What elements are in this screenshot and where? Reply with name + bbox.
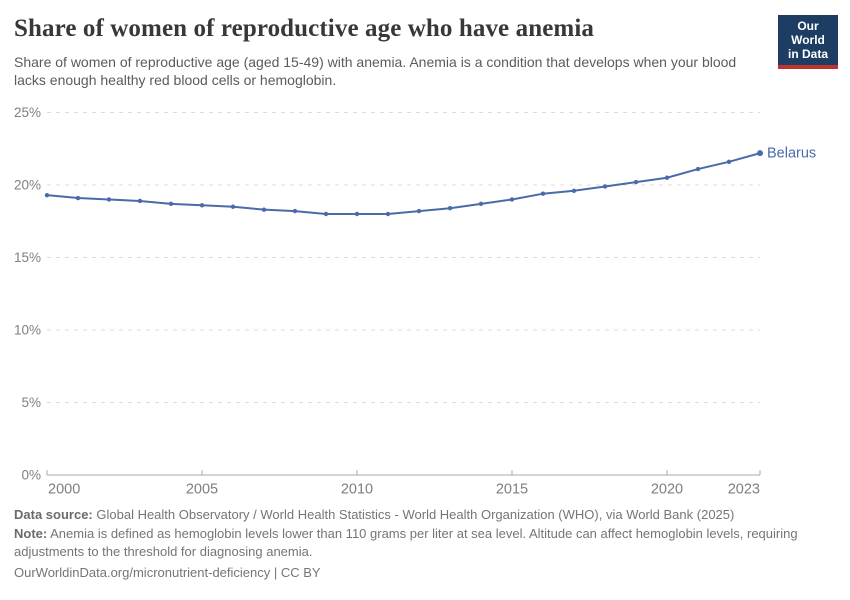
data-point — [168, 201, 174, 207]
x-axis-label: 2015 — [496, 482, 528, 498]
y-axis-label: 0% — [21, 468, 41, 483]
note-text: Anemia is defined as hemoglobin levels l… — [14, 526, 798, 559]
owid-logo: Our World in Data — [778, 15, 838, 69]
data-point — [106, 197, 112, 202]
data-point — [292, 208, 298, 214]
x-axis-label: 2023 — [728, 482, 760, 498]
datasource-text: Global Health Observatory / World Health… — [96, 507, 735, 522]
belarus-series-line — [46, 152, 761, 215]
data-point — [354, 211, 360, 217]
x-axis-label: 2000 — [48, 482, 80, 498]
data-point — [633, 179, 639, 185]
y-axis-label: 20% — [14, 178, 41, 193]
data-point — [447, 206, 453, 211]
x-axis-label: 2010 — [341, 482, 373, 498]
datasource-label: Data source: — [14, 507, 93, 522]
data-point — [571, 188, 577, 193]
logo-line-2: in Data — [787, 47, 828, 61]
data-point — [199, 203, 205, 208]
data-point — [416, 208, 422, 214]
data-point — [726, 159, 732, 164]
data-point — [261, 207, 267, 212]
y-axis-label: 25% — [14, 105, 41, 120]
data-point — [323, 211, 329, 217]
data-point — [478, 201, 484, 207]
data-point — [540, 191, 546, 196]
citation: OurWorldinData.org/micronutrient-deficie… — [14, 565, 321, 580]
x-axis-label: 2005 — [186, 482, 218, 498]
anemia-line-chart: 0% 5% 10% 15% 20% 25% 2000 2005 2010 2015 2020 2023… — [14, 105, 816, 498]
chart-title: Share of women of reproductive age who h… — [14, 15, 594, 42]
y-axis-label: 5% — [21, 395, 41, 410]
logo-line-1: Our World — [791, 19, 825, 47]
data-point — [509, 197, 515, 202]
chart-subtitle: Share of women of reproductive age (aged… — [14, 54, 737, 88]
note-line: Note: Anemia is defined as hemoglobin le… — [14, 525, 826, 561]
data-point — [664, 175, 670, 180]
data-point — [137, 198, 143, 204]
data-point — [385, 211, 391, 217]
series-end-label-belarus: Belarus — [767, 146, 816, 162]
y-axis-label: 10% — [14, 323, 41, 338]
datasource-line: Data source: Global Health Observatory /… — [14, 506, 826, 524]
chart-footer: Data source: Global Health Observatory /… — [14, 506, 826, 583]
data-point — [602, 184, 608, 189]
data-point — [695, 166, 701, 172]
data-point — [757, 150, 763, 157]
data-point — [75, 195, 81, 201]
data-point — [230, 204, 236, 209]
note-label: Note: — [14, 526, 48, 541]
data-point — [44, 192, 50, 198]
x-axis-label: 2020 — [651, 482, 683, 498]
y-axis-label: 15% — [14, 250, 41, 265]
